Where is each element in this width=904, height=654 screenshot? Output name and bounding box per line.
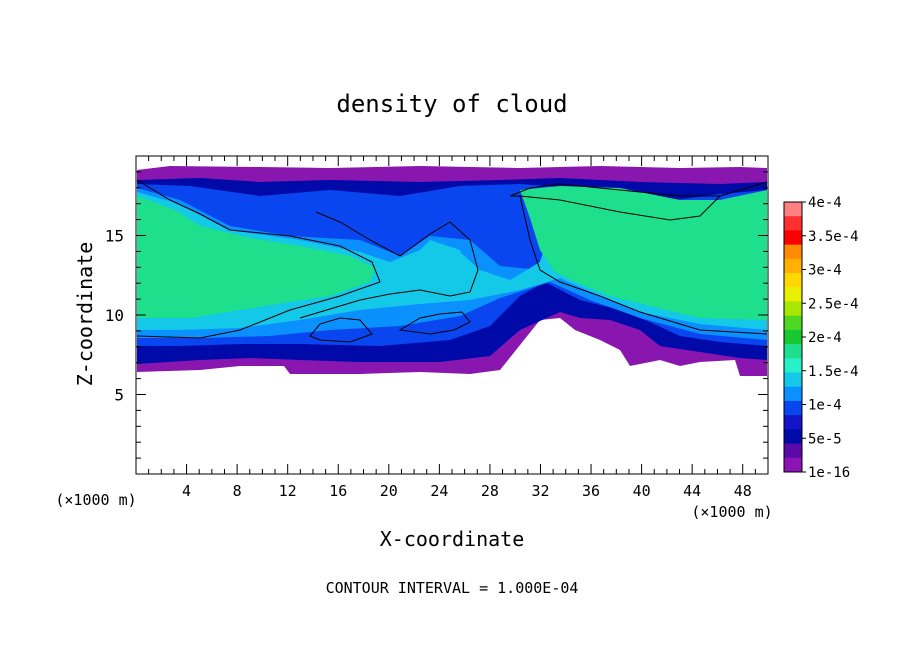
cloud-field <box>136 166 768 376</box>
x-tick-label: 28 <box>481 482 499 500</box>
colorbar-swatch <box>784 202 802 217</box>
y-tick-label: 15 <box>105 227 124 246</box>
colorbar-swatch <box>784 315 802 331</box>
field-green-left <box>137 196 375 318</box>
colorbar-swatch <box>784 415 802 430</box>
colorbar-swatch <box>784 244 802 260</box>
colorbar-swatch <box>784 358 802 374</box>
contour-left <box>136 179 381 339</box>
colorbar: 4e-4 3.5e-4 3e-4 2.5e-4 2e-4 1.5e-4 1e-4 5e-5 1e… <box>783 195 859 481</box>
colorbar-label: 1e-4 <box>808 398 842 414</box>
z-unit-label: (×1000 m) <box>55 491 136 509</box>
colorbar-label: 1e-16 <box>808 465 850 481</box>
contour-interval-note: CONTOUR INTERVAL = 1.000E-04 <box>326 579 579 597</box>
x-tick-label: 36 <box>582 482 600 500</box>
contour-blob2 <box>398 311 471 335</box>
x-unit-label: (×1000 m) <box>691 503 772 521</box>
colorbar-label: 5e-5 <box>808 431 842 447</box>
colorbar-label: 3.5e-4 <box>808 229 859 245</box>
colorbar-swatch <box>784 372 802 388</box>
contour-lobe <box>299 211 479 319</box>
x-tick-label: 44 <box>683 482 701 500</box>
colorbar-swatch <box>784 344 802 359</box>
colorbar-label: 1.5e-4 <box>808 364 859 380</box>
colorbar-swatch <box>784 386 802 402</box>
colorbar-swatch <box>784 301 802 317</box>
colorbar-swatch <box>784 457 802 473</box>
colorbar-swatch <box>784 429 802 445</box>
colorbar-swatch <box>784 443 802 459</box>
y-tick-label: 10 <box>105 306 124 325</box>
y-ticks: 5 10 15 <box>105 171 768 459</box>
colorbar-label: 2.5e-4 <box>808 296 859 312</box>
colorbar-label: 4e-4 <box>808 195 842 211</box>
colorbar-swatch <box>784 273 802 288</box>
colorbar-swatch <box>784 230 802 246</box>
x-tick-label: 4 <box>182 482 191 500</box>
x-tick-label: 48 <box>734 482 752 500</box>
colorbar-swatch <box>784 329 802 345</box>
colorbar-swatch <box>784 287 802 302</box>
chart-title: density of cloud <box>336 90 567 118</box>
x-tick-label: 32 <box>531 482 549 500</box>
y-tick-label: 5 <box>114 386 124 405</box>
x-ticks: 4 8 12 16 20 24 28 32 36 40 44 48 <box>148 156 756 500</box>
contour-right <box>509 181 768 335</box>
field-center-light <box>370 240 478 298</box>
contour-blob1 <box>309 317 373 343</box>
field-green-right <box>520 186 767 320</box>
colorbar-swatch <box>784 216 802 231</box>
y-axis-label: Z-coordinate <box>73 242 97 387</box>
colorbar-swatch <box>784 258 802 274</box>
colorbar-label: 3e-4 <box>808 263 842 279</box>
x-tick-label: 24 <box>430 482 448 500</box>
x-tick-label: 20 <box>380 482 398 500</box>
x-tick-label: 12 <box>279 482 297 500</box>
colorbar-label: 2e-4 <box>808 330 842 346</box>
x-axis-label: X-coordinate <box>380 527 525 551</box>
colorbar-swatch <box>784 400 802 416</box>
x-tick-label: 16 <box>329 482 347 500</box>
x-tick-label: 40 <box>633 482 651 500</box>
x-tick-label: 8 <box>233 482 242 500</box>
